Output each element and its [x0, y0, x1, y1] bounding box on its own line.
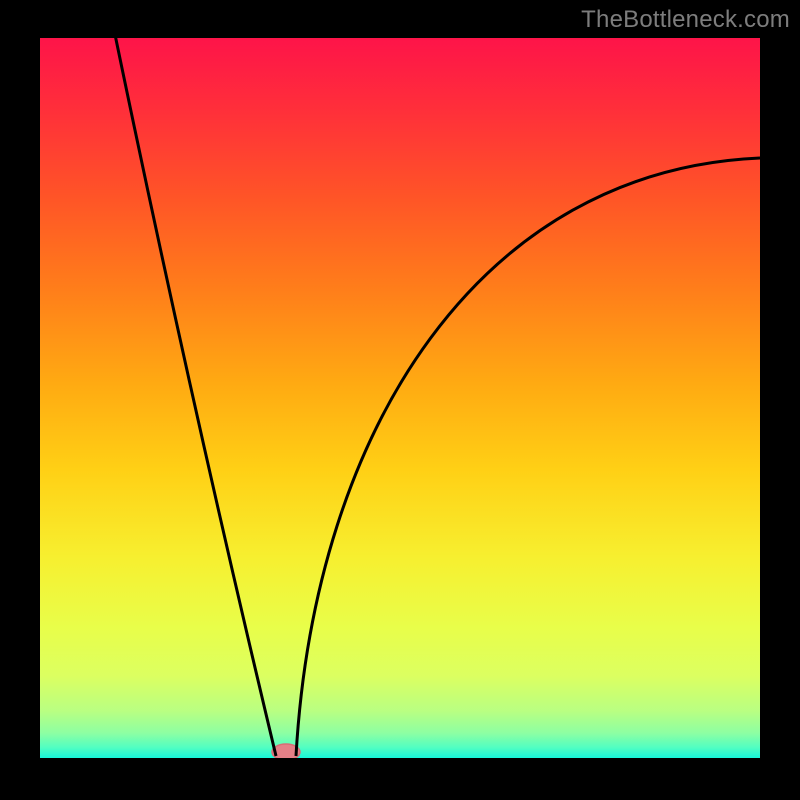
plot-area — [40, 38, 760, 758]
chart-canvas: TheBottleneck.com — [0, 0, 800, 800]
watermark-text: TheBottleneck.com — [581, 6, 790, 34]
